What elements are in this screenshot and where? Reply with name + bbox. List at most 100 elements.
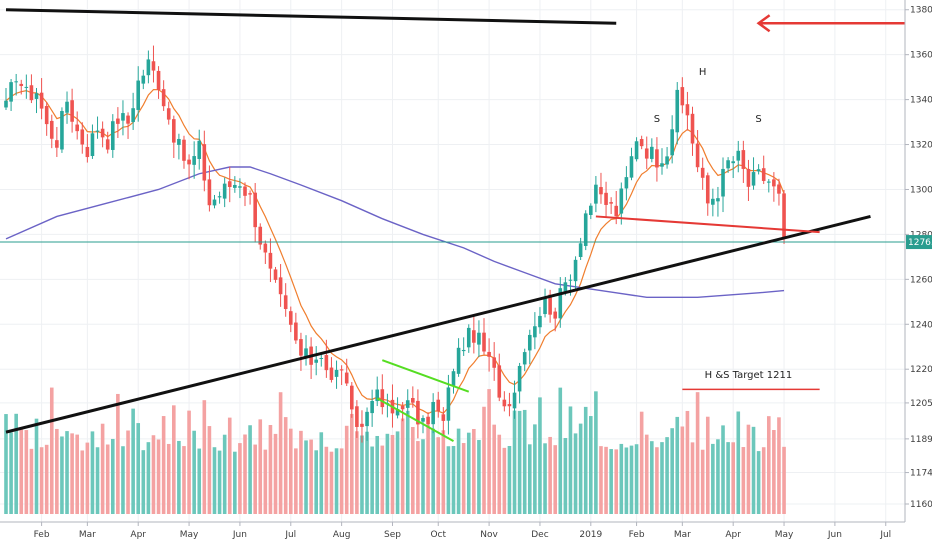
volume-bar — [258, 419, 263, 514]
candle-body — [716, 198, 720, 202]
volume-bar — [329, 451, 334, 514]
neckline[interactable] — [595, 215, 820, 234]
volume-bar — [477, 440, 481, 514]
price-axis-panel[interactable] — [905, 0, 932, 550]
volume-bar — [126, 430, 130, 514]
volume-bar — [395, 431, 400, 514]
candle-body — [517, 365, 522, 392]
volume-bar — [90, 431, 95, 514]
candle-body — [400, 405, 405, 410]
candle-body — [365, 411, 369, 427]
candle-body — [461, 349, 466, 352]
candle-body — [553, 311, 558, 319]
candle-body — [482, 332, 486, 352]
time-axis-label: Aug — [333, 530, 351, 540]
candle-body — [207, 179, 212, 206]
volume-bar — [166, 443, 171, 514]
time-axis-label: Dec — [531, 530, 548, 540]
candle-body — [619, 188, 624, 214]
candle-body — [126, 115, 130, 124]
volume-bar — [711, 443, 715, 514]
candle-body — [766, 181, 771, 183]
volume-bar — [655, 447, 659, 514]
volume-bar — [604, 446, 608, 514]
candlesticks — [4, 45, 786, 443]
volume-bar — [782, 446, 786, 514]
time-axis-label: Apr — [130, 530, 146, 540]
volume-bar — [288, 428, 293, 514]
candle-body — [736, 150, 741, 161]
volume-bar — [319, 432, 324, 514]
volume-bar — [685, 410, 690, 514]
volume-bar — [227, 417, 232, 514]
volume-bar — [29, 448, 34, 514]
price-axis-label: 1320.0 — [910, 141, 932, 151]
candle-body — [299, 339, 303, 356]
candle-body — [660, 163, 664, 167]
volume-bar — [761, 447, 766, 514]
volume-bar — [736, 411, 741, 514]
candle-body — [446, 387, 451, 421]
volume-bar — [609, 449, 613, 514]
volume-bar — [4, 414, 8, 514]
candle-body — [634, 141, 639, 160]
candle-body — [680, 87, 685, 106]
candle-body — [192, 156, 196, 165]
volume-bar — [690, 442, 695, 514]
volume-bar — [222, 434, 227, 514]
volume-bar — [299, 430, 303, 514]
candle-body — [233, 184, 237, 188]
candle-body — [212, 199, 217, 206]
volume-bar — [731, 442, 735, 514]
volume-bar — [161, 416, 166, 514]
candle-body — [670, 129, 674, 156]
volume-bar — [314, 450, 318, 514]
trendline[interactable] — [5, 8, 617, 25]
time-axis-label: Feb — [34, 530, 50, 540]
flag-channel-line[interactable] — [381, 359, 470, 393]
volume-bar — [283, 417, 288, 514]
volume-bar — [436, 437, 441, 514]
candle-body — [644, 148, 649, 159]
volume-bar — [19, 427, 24, 514]
flag-channel-line[interactable] — [376, 397, 454, 442]
volume-bar — [151, 435, 156, 514]
volume-bar — [100, 423, 105, 514]
volume-bar — [233, 451, 237, 514]
candle-body — [756, 169, 761, 172]
candle-body — [416, 400, 420, 425]
volume-bar — [629, 445, 634, 514]
time-axis-label: Mar — [674, 530, 691, 540]
candle-body — [589, 205, 593, 215]
volume-bar — [507, 446, 512, 514]
candle-body — [146, 59, 151, 76]
candle-body — [568, 279, 573, 281]
volume-bar — [441, 430, 446, 514]
volume-bar — [65, 431, 69, 514]
candle-body — [55, 140, 59, 148]
time-axis-panel[interactable] — [0, 522, 932, 550]
volume-bar — [263, 449, 268, 514]
candle-body — [29, 85, 34, 101]
candle-body — [411, 398, 415, 403]
volume-bar — [482, 406, 486, 514]
candle-body — [182, 139, 186, 161]
candle-body — [273, 269, 278, 280]
volume-bar — [680, 426, 685, 514]
candle-body — [319, 358, 324, 360]
candle-body — [543, 296, 547, 315]
volume-bar — [202, 400, 207, 514]
candle-body — [294, 322, 298, 341]
candle-body — [60, 111, 64, 150]
volume-bar — [44, 444, 49, 514]
candle-body — [375, 389, 380, 402]
volume-bar — [55, 428, 59, 514]
long-moving-average-line — [5, 166, 785, 299]
price-axis-label: 1220.0 — [910, 365, 932, 375]
candle-body — [263, 243, 268, 253]
volume-bar — [34, 418, 39, 514]
candle-body — [772, 179, 776, 187]
candle-body — [370, 400, 374, 414]
trendline[interactable] — [5, 214, 871, 434]
